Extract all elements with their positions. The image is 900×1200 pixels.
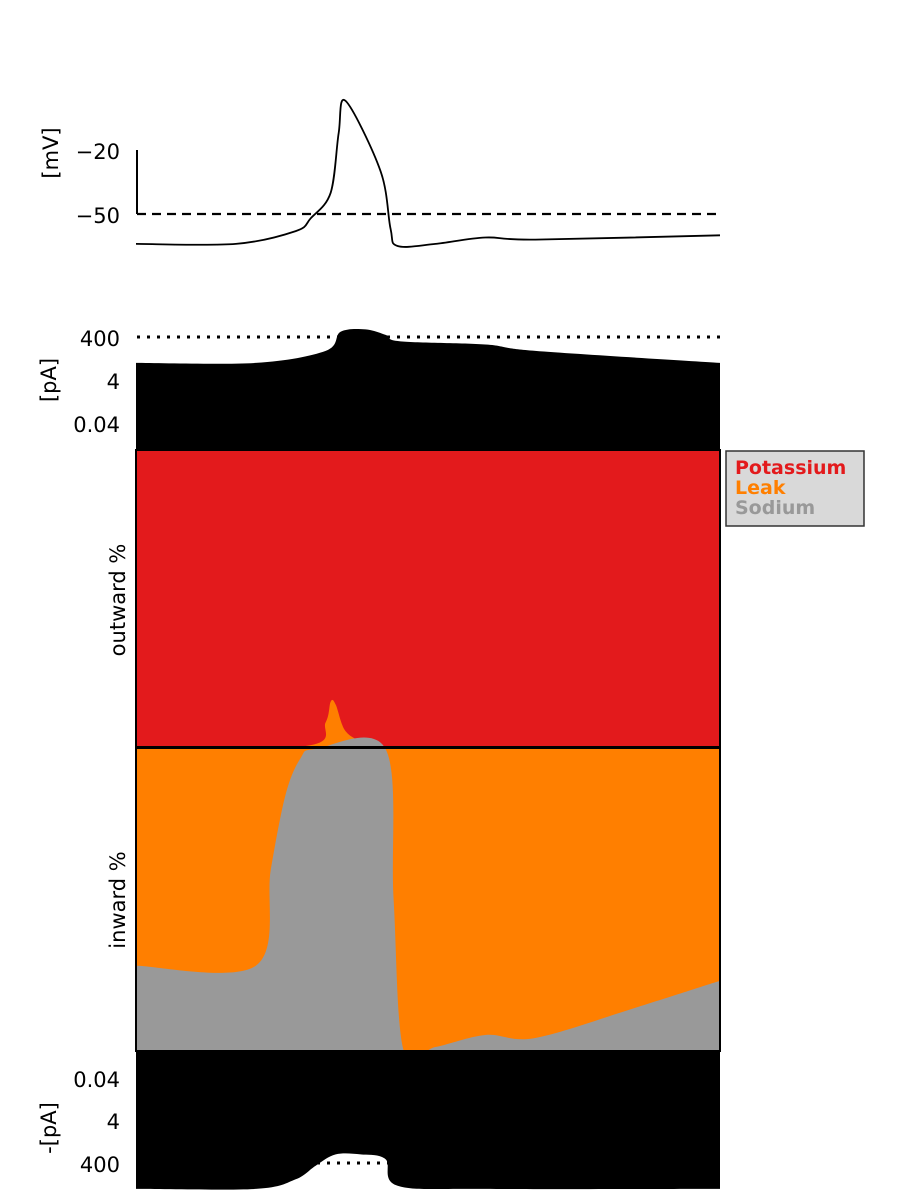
inward-magnitude-area <box>136 1051 720 1190</box>
inward-magnitude-panel: 0.04 4 400 -[pA] <box>37 1051 720 1190</box>
sodium-inward-share <box>136 737 720 1061</box>
voltage-tick-minus50: −50 <box>76 204 120 228</box>
inward-magnitude-axis-label: -[pA] <box>37 1102 61 1154</box>
currentscape-panel: outward % inward % Potassium Leak Sodium <box>106 449 865 1061</box>
inward-percent-label: inward % <box>106 851 130 948</box>
legend-sodium: Sodium <box>735 497 815 519</box>
outward-magnitude-area <box>136 328 720 450</box>
legend-leak: Leak <box>735 477 786 499</box>
inward-tick-0-04: 0.04 <box>73 1068 120 1092</box>
outward-tick-400: 400 <box>80 327 120 351</box>
outward-magnitude-panel: 400 4 0.04 [pA] <box>37 327 720 450</box>
voltage-panel: −20 −50 [mV] <box>39 98 721 248</box>
legend-box <box>725 450 865 527</box>
outward-percent-label: outward % <box>106 544 130 657</box>
potassium-outward-share <box>136 450 720 747</box>
legend: Potassium Leak Sodium <box>725 450 865 527</box>
inward-tick-400: 400 <box>80 1153 120 1177</box>
outward-magnitude-axis-label: [pA] <box>37 358 61 402</box>
outward-tick-0-04: 0.04 <box>73 413 120 437</box>
voltage-trace <box>135 98 721 248</box>
legend-potassium: Potassium <box>735 457 846 479</box>
outward-tick-4: 4 <box>107 370 120 394</box>
voltage-axis-label: [mV] <box>39 127 63 178</box>
inward-tick-4: 4 <box>107 1110 120 1134</box>
voltage-tick-minus20: −20 <box>76 140 120 164</box>
